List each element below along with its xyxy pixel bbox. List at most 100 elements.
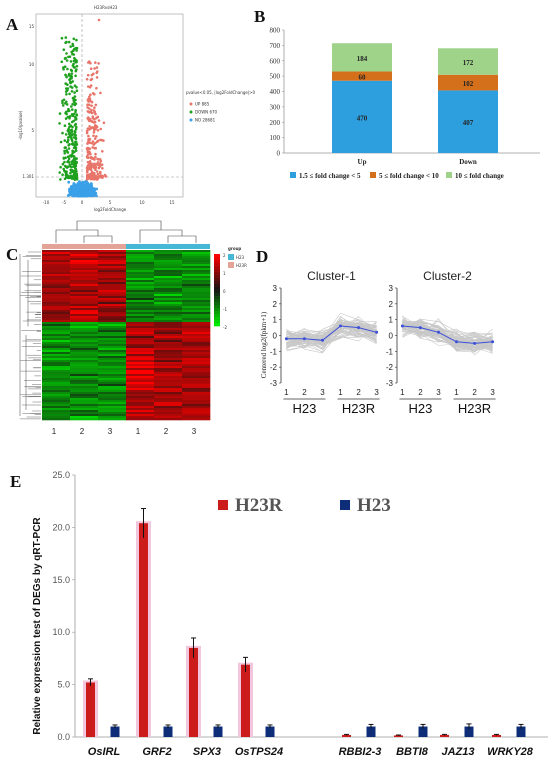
- heatmap-cell: [70, 344, 99, 347]
- volcano-xtick: 5: [109, 200, 112, 205]
- heatmap-cell: [98, 288, 127, 291]
- volcano-point: [67, 157, 71, 161]
- volcano-point: [95, 194, 98, 198]
- heatmap-cell: [154, 276, 183, 279]
- volcano-point: [101, 167, 104, 170]
- volcano-point: [86, 98, 90, 102]
- heatmap-cell: [42, 390, 71, 393]
- heatmap-cell: [182, 316, 211, 319]
- heatmap-cell: [154, 294, 183, 297]
- stacked-legend: 1.5 ≤ fold change < 5 5 ≤ fold change < 1…: [290, 172, 504, 180]
- volcano-xtick: 10: [139, 200, 145, 205]
- heatmap-cell: [42, 266, 71, 269]
- heatmap-cell: [98, 302, 127, 305]
- volcano-yticks: 1.301 5 10 15: [23, 24, 35, 179]
- heatmap-cell: [70, 268, 99, 271]
- volcano-point: [78, 180, 81, 183]
- stacked-bar-segment: [438, 48, 498, 75]
- qpcr-category-label: JAZ13: [441, 746, 474, 758]
- heatmap-color-scale: 2 1 0 -1 -2: [214, 253, 227, 330]
- cluster-group-label: H23R: [342, 401, 375, 416]
- volcano-xticks: -10 -5 0 5 10 15: [43, 200, 175, 205]
- heatmap-cell: [98, 358, 127, 361]
- heatmap-cell: [126, 330, 155, 333]
- volcano-point: [75, 170, 78, 173]
- heatmap-cell: [98, 330, 127, 333]
- heatmap-cell: [182, 398, 211, 401]
- heatmap-cell: [70, 296, 99, 299]
- heatmap-cell: [42, 358, 71, 361]
- heatmap-cell: [182, 406, 211, 409]
- volcano-point: [93, 106, 96, 109]
- heatmap-cell: [98, 260, 127, 263]
- heatmap-cell: [154, 378, 183, 381]
- heatmap-cell: [42, 380, 71, 383]
- cluster-ytick: -2: [270, 363, 278, 372]
- volcano-point: [70, 90, 74, 93]
- heatmap-cell: [154, 382, 183, 385]
- heatmap-cell: [98, 390, 127, 393]
- volcano-point: [93, 67, 96, 70]
- volcano-point: [65, 59, 69, 62]
- cluster-gene-line: [286, 325, 377, 350]
- heatmap-cell: [70, 254, 99, 257]
- volcano-point: [69, 192, 73, 196]
- heatmap-cell: [70, 384, 99, 387]
- heatmap-cell: [182, 376, 211, 379]
- cluster-ytick: 3: [389, 284, 394, 293]
- heatmap-cell: [70, 414, 99, 417]
- color-scale-step: [214, 257, 220, 261]
- volcano-point: [91, 92, 95, 95]
- cluster-group-label: H23: [293, 401, 317, 416]
- volcano-point: [69, 45, 72, 48]
- cluster-xtick: 1: [454, 388, 459, 397]
- cluster-gene-line: [402, 323, 493, 352]
- heatmap-cell: [154, 252, 183, 255]
- heatmap-cell: [154, 314, 183, 317]
- heatmap-cell: [126, 316, 155, 319]
- volcano-point: [95, 86, 98, 90]
- volcano-point: [62, 167, 65, 171]
- heatmap-cell: [182, 304, 211, 307]
- heatmap-cell: [154, 340, 183, 343]
- volcano-xtick: 0: [81, 200, 84, 205]
- volcano-point: [63, 57, 67, 60]
- volcano-point: [89, 78, 93, 82]
- heatmap-cell: [154, 410, 183, 413]
- heatmap-cell: [126, 408, 155, 411]
- heatmap-cell: [154, 284, 183, 287]
- volcano-point: [88, 147, 92, 150]
- volcano-point: [88, 160, 92, 163]
- volcano-point: [65, 52, 68, 55]
- heatmap-cell: [154, 268, 183, 271]
- heatmap-cell: [98, 346, 127, 349]
- qpcr-bar: [366, 726, 376, 737]
- heatmap-cell: [182, 334, 211, 337]
- volcano-point: [81, 190, 85, 194]
- volcano-point: [90, 108, 93, 112]
- volcano-point: [75, 125, 78, 129]
- heatmap-cell: [126, 378, 155, 381]
- heatmap-cell: [182, 254, 211, 257]
- heatmap-cell: [126, 356, 155, 359]
- heatmap-cell: [126, 334, 155, 337]
- heatmap-cell: [182, 380, 211, 383]
- volcano-point: [93, 146, 96, 150]
- heatmap-cell: [182, 382, 211, 385]
- volcano-point: [68, 115, 72, 118]
- stacked-ytick: 500: [270, 73, 281, 81]
- volcano-point: [64, 102, 67, 105]
- heatmap-cell: [70, 272, 99, 275]
- heatmap-cell: [70, 354, 99, 357]
- volcano-point: [97, 119, 101, 122]
- volcano-point: [96, 115, 100, 119]
- volcano-point: [93, 162, 96, 165]
- heatmap-cell: [182, 260, 211, 263]
- volcano-point: [74, 189, 78, 193]
- heatmap-cell: [182, 372, 211, 375]
- color-scale-step: [214, 317, 220, 321]
- heatmap-cell: [70, 382, 99, 385]
- volcano-xtick: -10: [43, 200, 50, 205]
- volcano-point: [64, 173, 68, 177]
- stacked-bar-segment: [438, 90, 498, 153]
